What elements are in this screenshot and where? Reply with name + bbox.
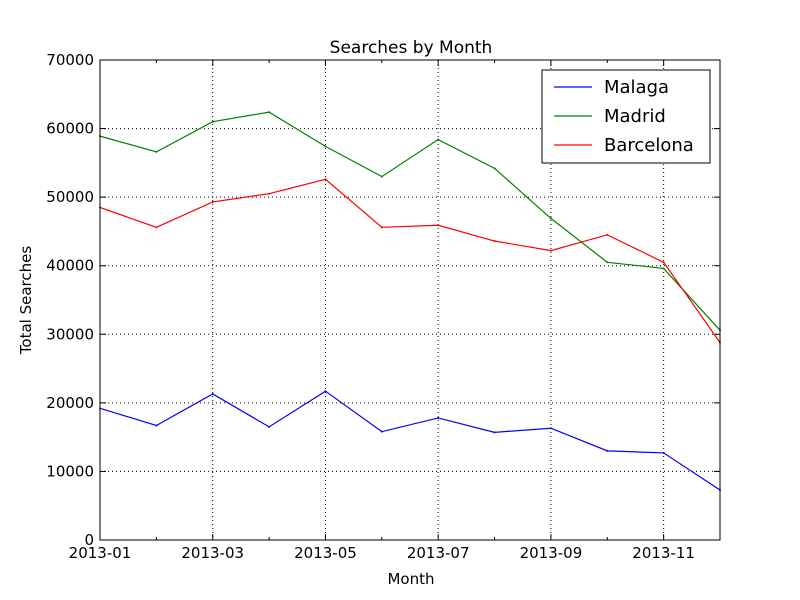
y-tick-label: 30000 — [46, 325, 94, 343]
y-tick-label: 0 — [84, 531, 94, 549]
data-point-barcelona — [493, 240, 496, 243]
data-point-madrid — [606, 261, 609, 264]
data-point-barcelona — [211, 200, 214, 203]
data-point-malaga — [662, 451, 665, 454]
data-point-malaga — [380, 430, 383, 433]
y-tick-label: 40000 — [46, 257, 94, 275]
data-point-madrid — [549, 217, 552, 220]
x-tick-label: 2013-07 — [407, 544, 470, 562]
data-point-madrid — [211, 120, 214, 123]
data-point-malaga — [549, 427, 552, 430]
data-point-barcelona — [606, 233, 609, 236]
y-tick-label: 20000 — [46, 394, 94, 412]
x-tick-label: 2013-01 — [69, 544, 132, 562]
y-tick-label: 50000 — [46, 188, 94, 206]
series-line-barcelona — [99, 178, 721, 343]
data-point-barcelona — [549, 249, 552, 252]
data-point-malaga — [155, 424, 158, 427]
legend-label-malaga: Malaga — [604, 77, 669, 98]
legend-label-barcelona: Barcelona — [604, 135, 694, 156]
data-point-madrid — [437, 138, 440, 141]
data-point-barcelona — [268, 192, 271, 195]
legend: Malaga Madrid Barcelona — [541, 69, 711, 164]
data-point-malaga — [606, 449, 609, 452]
x-tick-label: 2013-05 — [294, 544, 357, 562]
data-point-madrid — [324, 145, 327, 148]
data-point-malaga — [437, 416, 440, 419]
chart-title: Searches by Month — [330, 38, 493, 58]
legend-label-madrid: Madrid — [604, 106, 666, 127]
y-tick-label: 70000 — [46, 51, 94, 69]
data-point-barcelona — [324, 178, 327, 181]
data-point-malaga — [324, 390, 327, 393]
data-point-madrid — [268, 111, 271, 114]
y-tick-label: 10000 — [46, 462, 94, 480]
data-point-barcelona — [437, 224, 440, 227]
series-line-madrid — [99, 111, 721, 331]
data-point-malaga — [211, 392, 214, 395]
data-point-barcelona — [662, 261, 665, 264]
x-axis-title: Month — [387, 570, 434, 588]
data-point-malaga — [493, 431, 496, 434]
series-line-malaga — [99, 390, 721, 491]
y-tick-label: 60000 — [46, 120, 94, 138]
x-tick-label: 2013-11 — [632, 544, 695, 562]
data-point-madrid — [380, 175, 383, 178]
x-tick-label: 2013-03 — [181, 544, 244, 562]
data-point-barcelona — [155, 226, 158, 229]
data-point-malaga — [268, 425, 271, 428]
data-point-madrid — [493, 167, 496, 170]
plot-frame — [99, 59, 721, 541]
data-point-madrid — [155, 150, 158, 153]
x-tick-label: 2013-09 — [520, 544, 583, 562]
y-axis-title: Total Searches — [17, 246, 35, 356]
data-point-barcelona — [380, 226, 383, 229]
data-point-madrid — [662, 267, 665, 270]
